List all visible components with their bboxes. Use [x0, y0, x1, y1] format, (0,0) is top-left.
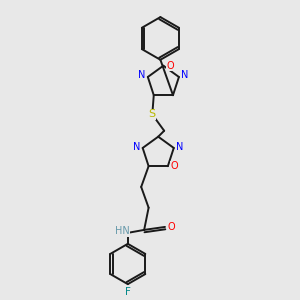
Text: F: F: [125, 287, 131, 297]
Text: O: O: [168, 222, 175, 232]
Text: N: N: [181, 70, 189, 80]
Text: N: N: [138, 70, 146, 80]
Text: HN: HN: [115, 226, 130, 236]
Text: N: N: [133, 142, 140, 152]
Text: S: S: [148, 110, 155, 119]
Text: O: O: [171, 161, 178, 171]
Text: N: N: [176, 142, 183, 152]
Text: O: O: [166, 61, 174, 71]
